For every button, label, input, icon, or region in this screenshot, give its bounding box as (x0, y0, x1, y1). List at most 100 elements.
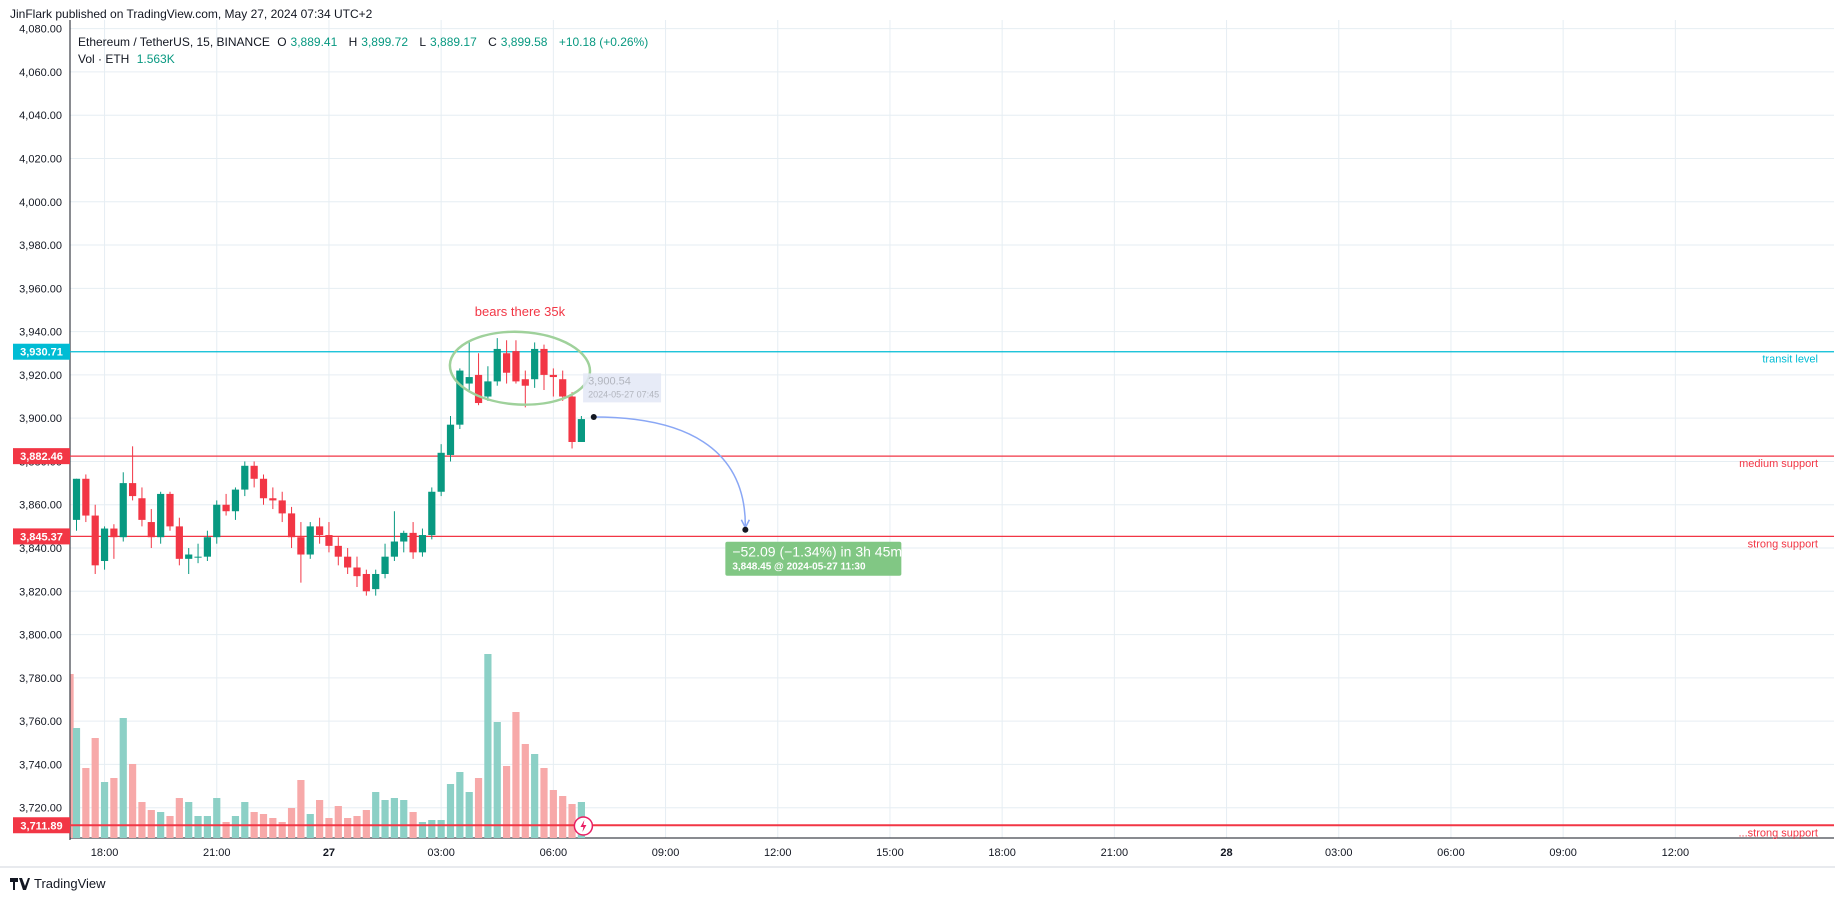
time-tick-label: 18:00 (91, 847, 119, 859)
forecast-end-point (742, 526, 749, 533)
candle-body (540, 348, 548, 375)
publish-header: JinFlark published on TradingView.com, M… (10, 7, 373, 21)
volume-bar (484, 654, 492, 838)
candle-body (259, 478, 268, 499)
level-label: ...strong support (1739, 827, 1819, 839)
volume-bar (100, 782, 109, 838)
volume-bar (568, 804, 576, 838)
price-tick-label: 4,080.00 (19, 24, 62, 36)
price-tick-label: 3,820.00 (19, 586, 62, 598)
ohlc-low: L 3,889.17 (419, 35, 477, 49)
volume-bar (287, 808, 296, 838)
candle-body (91, 515, 99, 566)
candle-body (119, 483, 127, 538)
volume-bar (269, 818, 277, 838)
candle-body (531, 348, 539, 380)
volume-bar (213, 798, 221, 838)
candle-body (110, 528, 118, 538)
volume-bar (119, 718, 127, 838)
forecast-start-point (590, 414, 597, 421)
volume-bar (316, 800, 324, 838)
candle-body (231, 489, 240, 512)
price-tick-label: 4,060.00 (19, 67, 62, 79)
volume-bar (138, 802, 146, 838)
volume-bar (91, 738, 99, 838)
price-tick-label: 3,900.00 (19, 413, 62, 425)
candle-body (241, 465, 249, 490)
candle-body (100, 528, 109, 562)
volume-bar (521, 744, 529, 838)
volume-bar (297, 780, 305, 838)
candle-body (82, 478, 90, 516)
level-price-tag-bg (13, 448, 70, 465)
price-tick-label: 3,760.00 (19, 716, 62, 728)
volume-bar (372, 792, 380, 838)
level-price-tag: 3,882.46 (13, 448, 70, 465)
candle-body (334, 545, 342, 557)
price-tick-label: 3,860.00 (19, 500, 62, 512)
level-price-tag-text: 3,711.89 (20, 820, 62, 832)
candle-body (390, 541, 398, 557)
candle-body (353, 567, 361, 577)
candle-body (400, 532, 408, 542)
candle-body (250, 465, 258, 479)
volume-bar (166, 816, 174, 838)
price-tick-label: 3,960.00 (19, 283, 62, 295)
time-tick-label: 21:00 (203, 847, 231, 859)
volume-bar (512, 712, 520, 838)
candle-body (559, 379, 567, 397)
level-price-tag-bg (13, 343, 70, 360)
volume-bar (493, 722, 501, 838)
time-tick-label: 12:00 (764, 847, 792, 859)
lightning-glyph (580, 820, 587, 832)
forecast-arrow (593, 416, 747, 526)
candle-body (484, 381, 492, 397)
level-price-tag: 3,845.37 (13, 528, 70, 545)
symbol-name[interactable]: Ethereum / TetherUS, 15, BINANCE (78, 35, 270, 49)
volume-bar (175, 798, 183, 838)
volume-value: 1.563K (136, 52, 175, 66)
volume-bar (437, 820, 445, 838)
level-price-tag-bg (13, 528, 70, 545)
volume-bar (400, 800, 408, 838)
time-tick-label: 15:00 (876, 847, 904, 859)
candle-body (409, 532, 417, 553)
candle-body (521, 379, 529, 386)
level-price-tag-bg (13, 817, 70, 834)
volume-bar (203, 816, 211, 838)
candle-body (493, 348, 501, 382)
candle-body (297, 537, 305, 555)
volume-label[interactable]: Vol · ETH (78, 52, 130, 66)
volume-bar (222, 822, 230, 838)
candle-body (325, 535, 333, 546)
level-label: transit level (1762, 354, 1818, 366)
volume-bar (531, 754, 539, 838)
forecast-target: 3,848.45 @ 2024-05-27 11:30 (732, 562, 866, 573)
time-tick-label: 09:00 (1549, 847, 1577, 859)
volume-bar (82, 768, 90, 838)
time-tick-label: 09:00 (652, 847, 680, 859)
candle-body (278, 500, 286, 514)
candle-body (213, 504, 221, 538)
price-tick-label: 4,040.00 (19, 110, 62, 122)
level-label: strong support (1748, 538, 1818, 550)
time-tick-label: 21:00 (1101, 847, 1129, 859)
volume-bar (465, 792, 473, 838)
time-tick-label: 27 (323, 847, 335, 859)
hover-tooltip-bg (583, 373, 662, 403)
price-tick-label: 4,000.00 (19, 197, 62, 209)
candle-body (344, 556, 352, 568)
time-tick-label: 06:00 (540, 847, 568, 859)
volume-bar (278, 822, 286, 838)
volume-bar (185, 802, 193, 838)
ohlc-close: C 3,899.58 (488, 35, 548, 49)
level-price-tag: 3,711.89 (13, 817, 70, 834)
time-tick-label: 28 (1220, 847, 1232, 859)
volume-bar (390, 798, 398, 838)
candle-body (372, 573, 380, 590)
candle-body (568, 396, 576, 442)
time-tick-label: 12:00 (1662, 847, 1690, 859)
time-tick-label: 18:00 (988, 847, 1016, 859)
price-tick-label: 3,740.00 (19, 759, 62, 771)
